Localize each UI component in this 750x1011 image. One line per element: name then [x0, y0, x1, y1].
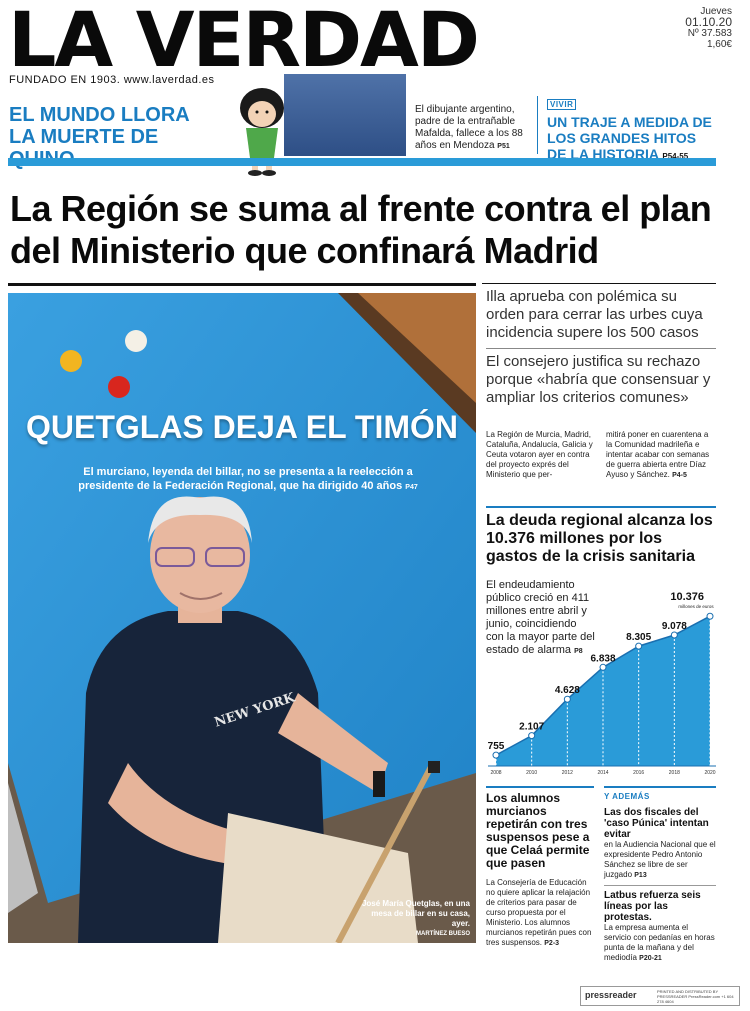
- bottom-left-rule: [486, 786, 594, 788]
- chart-value-label: 8.305: [626, 632, 651, 643]
- pressreader-small-print: PRINTED AND DISTRIBUTED BY PRESSREADER P…: [657, 989, 734, 1004]
- photo-subheadline: El murciano, leyenda del billar, no se p…: [78, 465, 418, 495]
- deck-illa[interactable]: Illa aprueba con polémica su orden para …: [486, 288, 703, 341]
- chart-point: [635, 642, 643, 650]
- debt-top-rule: [486, 506, 716, 508]
- chart-point: [599, 663, 607, 671]
- billiard-scene-illustration: [8, 293, 476, 943]
- chart-tick-label: 2008: [490, 770, 501, 776]
- chart-value-label: 755: [488, 741, 505, 752]
- chart-tick-label: 2018: [669, 770, 680, 776]
- chart-tick-label: 2016: [633, 770, 644, 776]
- body-col-2: mitirá poner en cuarentena a la Comunida…: [606, 430, 716, 481]
- body-page: P4-5: [672, 472, 687, 479]
- founded-line: FUNDADO EN 1903. www.laverdad.es: [9, 74, 215, 86]
- latbus-body-text: La empresa aumenta el servicio con pedan…: [604, 923, 715, 962]
- chart-value-label: 10.376: [670, 591, 704, 603]
- photo-caption-text: José María Quetglas, en una mesa de bill…: [361, 899, 470, 928]
- vivir-tag: VIVIR: [547, 99, 577, 110]
- y-ademas-box: Y ADEMÁS Las dos fiscales del 'caso Púni…: [604, 792, 716, 964]
- price-label: 1,60€: [706, 39, 732, 50]
- main-headline[interactable]: La Región se suma al frente contra el pl…: [10, 188, 712, 271]
- teaser-quino-body: El dibujante argentino, padre de la entr…: [415, 104, 523, 151]
- teaser-divider: [537, 96, 538, 154]
- chart-value-label: 9.078: [662, 621, 687, 632]
- photo-credit: MARTÍNEZ BUESO: [416, 931, 470, 937]
- masthead-title: LA VERDAD: [8, 0, 480, 84]
- y-ademas-separator: [604, 885, 716, 886]
- photo-subheadline-text: El murciano, leyenda del billar, no se p…: [78, 466, 413, 492]
- chart-tick-label: 2010: [526, 770, 537, 776]
- chart-tick-label: 2012: [562, 770, 573, 776]
- photo-caption: José María Quetglas, en una mesa de bill…: [360, 899, 470, 939]
- teaser-quino-text: El dibujante argentino, padre de la entr…: [415, 104, 535, 153]
- quetglas-photo[interactable]: QUETGLAS DEJA EL TIMÓN El murciano, leye…: [8, 293, 476, 943]
- photo-top-rule: [8, 283, 476, 286]
- chart-unit-label: millones de euros: [678, 604, 714, 609]
- deck-consejero[interactable]: El consejero justifica su rechazo porque…: [486, 353, 711, 406]
- education-body-text: La Consejería de Educación no quiere apl…: [486, 878, 592, 947]
- chart-point: [706, 612, 714, 620]
- blue-divider-bar: [8, 158, 716, 166]
- chart-value-label: 4.628: [555, 685, 580, 696]
- date-box: Jueves 01.10.20 Nº 37.583 1,60€: [642, 6, 732, 50]
- punica-body: en la Audiencia Nacional que el expresid…: [604, 840, 716, 881]
- date-label: 01.10.20: [685, 15, 732, 29]
- photo-headline: QUETGLAS DEJA EL TIMÓN: [25, 409, 459, 445]
- chart-point: [670, 631, 678, 639]
- teaser-quino-page: P51: [497, 143, 510, 150]
- body-col-1: La Región de Murcia, Madrid, Cataluña, A…: [486, 430, 593, 479]
- chart-point: [563, 695, 571, 703]
- issue-number: Nº 37.583: [687, 28, 732, 39]
- chart-area-fill: [496, 616, 710, 766]
- right-column: Illa aprueba con polémica su orden para …: [486, 288, 716, 479]
- punica-page: P13: [634, 872, 647, 879]
- deck-separator: [486, 348, 716, 349]
- debt-text-body: El endeudamiento público creció en 411 m…: [486, 579, 595, 656]
- punica-body-text: en la Audiencia Nacional que el expresid…: [604, 840, 716, 879]
- debt-page: P8: [574, 648, 583, 655]
- latbus-body: La empresa aumenta el servicio con pedan…: [604, 923, 716, 964]
- quino-photo-bg: [284, 74, 406, 156]
- pressreader-footer[interactable]: pressreader PRINTED AND DISTRIBUTED BY P…: [580, 986, 740, 1006]
- education-body: La Consejería de Educación no quiere apl…: [486, 878, 596, 949]
- bottom-right-rule: [604, 786, 716, 788]
- body-col-2-text: mitirá poner en cuarentena a la Comunida…: [606, 430, 710, 479]
- punica-headline[interactable]: Las dos fiscales del 'caso Púnica' inten…: [604, 807, 709, 840]
- debt-text: El endeudamiento público creció en 411 m…: [486, 579, 596, 658]
- chart-value-label: 6.838: [590, 653, 615, 664]
- debt-headline[interactable]: La deuda regional alcanza los 10.376 mil…: [486, 512, 713, 565]
- y-ademas-tag: Y ADEMÁS: [604, 792, 650, 801]
- latbus-headline[interactable]: Latbus refuerza seis líneas por las prot…: [604, 890, 701, 923]
- right-col-top-rule: [482, 283, 716, 284]
- education-page: P2-3: [544, 940, 560, 947]
- teaser-image[interactable]: [232, 74, 408, 178]
- chart-tick-label: 2020: [704, 770, 715, 776]
- teaser-vivir[interactable]: VIVIR UN TRAJE A MEDIDA DE LOS GRANDES H…: [547, 94, 717, 165]
- day-label: Jueves: [700, 6, 732, 17]
- education-headline: Los alumnos murcianos repetirán con tres…: [486, 791, 590, 870]
- chart-point: [492, 751, 500, 759]
- latbus-page: P20-21: [639, 955, 662, 962]
- photo-subheadline-page: P47: [405, 484, 418, 491]
- education-story[interactable]: Los alumnos murcianos repetirán con tres…: [486, 792, 596, 949]
- teaser-vivir-page: P54-55: [662, 152, 689, 161]
- chart-tick-label: 2014: [597, 770, 608, 776]
- debt-area-chart: 755 2008 2.107 2010 4.628 2012 6.838 2014 8.305 2…: [488, 591, 716, 776]
- pressreader-logo: pressreader: [585, 990, 637, 1000]
- chart-point: [528, 732, 536, 740]
- chart-value-label: 2.107: [519, 722, 544, 733]
